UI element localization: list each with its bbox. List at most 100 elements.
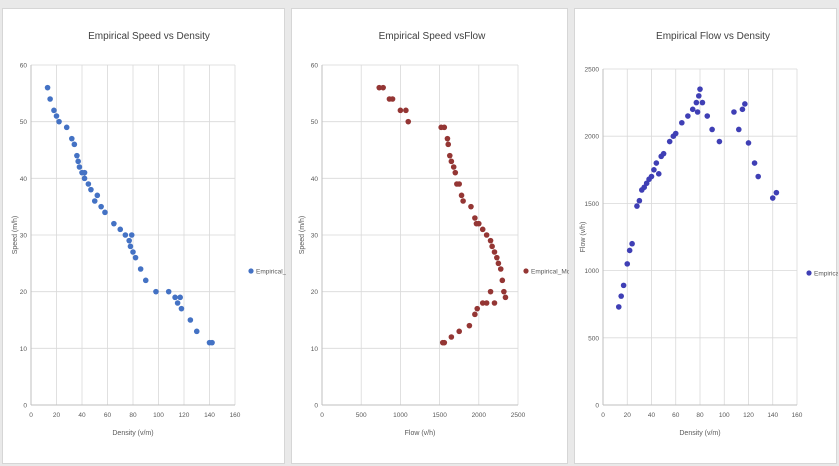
chart1-data-point (498, 266, 504, 272)
chart2-y-tick-label: 1000 (585, 268, 600, 275)
chart2-data-point (731, 109, 737, 115)
chart0-y-tick-label: 60 (20, 63, 28, 70)
chart2-y-tick-label: 0 (595, 403, 599, 410)
chart0-data-point (126, 238, 132, 244)
chart2-data-point (704, 113, 710, 119)
chart0-data-point (51, 108, 57, 114)
chart2-data-point (661, 151, 667, 157)
chart1-data-point (456, 181, 462, 187)
chart0-data-point (179, 306, 185, 312)
chart1-data-point (501, 289, 507, 295)
chart2-x-tick-label: 0 (601, 412, 605, 419)
chart0-y-tick-label: 50 (20, 119, 28, 126)
chart1-data-point (447, 153, 453, 159)
chart1-y-tick-label: 50 (311, 119, 319, 126)
chart-flow-vs-density: Empirical Flow vs Density 0 20 40 60 80 100 120… (575, 9, 838, 465)
chart1-data-point (442, 125, 448, 131)
chart0-data-point (166, 289, 172, 295)
chart1-data-point (452, 170, 458, 176)
chart1-y-tick-label: 20 (311, 289, 319, 296)
chart2-x-tick-label: 160 (792, 412, 803, 419)
chart1-data-point (445, 142, 451, 148)
chart0-y-tick-label: 20 (20, 289, 28, 296)
chart0-data-point (188, 317, 194, 323)
chart0-data-point (56, 119, 62, 125)
chart2-data-point (717, 139, 723, 145)
chart0-data-point (102, 210, 108, 216)
chart1-y-tick-label: 60 (311, 63, 319, 70)
chart2-data-point (673, 131, 679, 137)
chart1-legend-label: Empirical_Model (531, 268, 569, 275)
chart1-title: Empirical Speed vsFlow (379, 31, 486, 42)
chart-panel-speed-vs-density: Empirical Speed vs Density 0 20 40 60 80 100 12… (2, 8, 285, 464)
chart2-y-tick-label: 2000 (585, 134, 600, 141)
chart0-data-point (82, 176, 88, 182)
chart1-data-point (449, 159, 455, 165)
chart1-legend-marker (523, 268, 528, 273)
chart2-y-tick-label: 1500 (585, 201, 600, 208)
chart0-x-tick-label: 160 (230, 412, 241, 419)
chart2-x-tick-label: 60 (672, 412, 680, 419)
chart1-data-point (460, 198, 466, 204)
chart1-data-point (390, 96, 396, 102)
chart2-data-point (627, 248, 633, 254)
chart0-x-tick-label: 0 (29, 412, 33, 419)
chart2-x-tick-label: 20 (624, 412, 632, 419)
chart0-x-axis-label: Density (v/m) (112, 430, 153, 437)
chart1-data-point (503, 295, 509, 301)
chart0-data-point (82, 170, 88, 176)
chart0-y-tick-label: 40 (20, 176, 28, 183)
chart1-data-point (440, 340, 446, 346)
chart0-data-point (69, 136, 75, 142)
chart2-data-point (770, 195, 776, 201)
chart0-data-point (209, 340, 215, 346)
chart-panel-flow-vs-density: Empirical Flow vs Density 0 20 40 60 80 100 120… (574, 8, 837, 464)
chart1-data-point (445, 136, 451, 142)
chart2-data-point (752, 160, 758, 166)
chart1-y-tick-label: 40 (311, 176, 319, 183)
chart0-data-point (128, 244, 134, 250)
chart2-data-point (621, 283, 627, 289)
chart2-data-point (695, 109, 701, 115)
chart1-y-tick-label: 0 (314, 403, 318, 410)
chart1-x-tick-label: 500 (356, 412, 367, 419)
chart0-y-tick-label: 10 (20, 346, 28, 353)
chart1-y-tick-label: 10 (311, 346, 319, 353)
chart0-data-point (133, 255, 139, 261)
chart0-x-tick-label: 140 (204, 412, 215, 419)
chart2-data-point (685, 113, 691, 119)
chart0-data-point (92, 198, 98, 204)
chart1-y-axis-label: Speed (m/h) (299, 216, 306, 255)
chart1-data-point (474, 306, 480, 312)
chart1-data-point (488, 238, 494, 244)
chart0-data-point (98, 204, 104, 210)
chart2-y-axis-label: Flow (v/h) (580, 222, 587, 253)
chart2-data-point (651, 167, 657, 173)
chart0-data-point (117, 227, 123, 233)
chart0-x-tick-label: 60 (104, 412, 112, 419)
chart2-x-tick-label: 40 (648, 412, 656, 419)
chart2-x-axis-label: Density (v/m) (679, 430, 720, 437)
chart0-x-tick-label: 80 (129, 412, 137, 419)
chart1-data-point (472, 215, 478, 221)
chart1-data-point (480, 300, 486, 306)
chart2-x-tick-label: 80 (696, 412, 704, 419)
chart2-data-point (736, 127, 742, 133)
chart0-data-point (175, 300, 181, 306)
chart1-x-axis-label: Flow (v/h) (405, 430, 436, 437)
chart1-data-point (467, 323, 473, 329)
chart2-data-point (740, 107, 746, 113)
chart0-data-point (45, 85, 51, 91)
chart0-data-point (64, 125, 70, 131)
chart1-data-point (459, 193, 465, 199)
chart0-data-point (95, 193, 101, 199)
chart1-data-point (456, 329, 462, 335)
chart2-data-point (690, 107, 696, 113)
chart0-data-point (172, 295, 178, 301)
chart2-data-point (700, 100, 706, 106)
chart0-data-point (75, 159, 81, 165)
chart2-data-point (637, 198, 643, 204)
chart0-x-tick-label: 120 (179, 412, 190, 419)
chart1-data-point (494, 255, 500, 261)
chart0-legend-marker (248, 268, 253, 273)
